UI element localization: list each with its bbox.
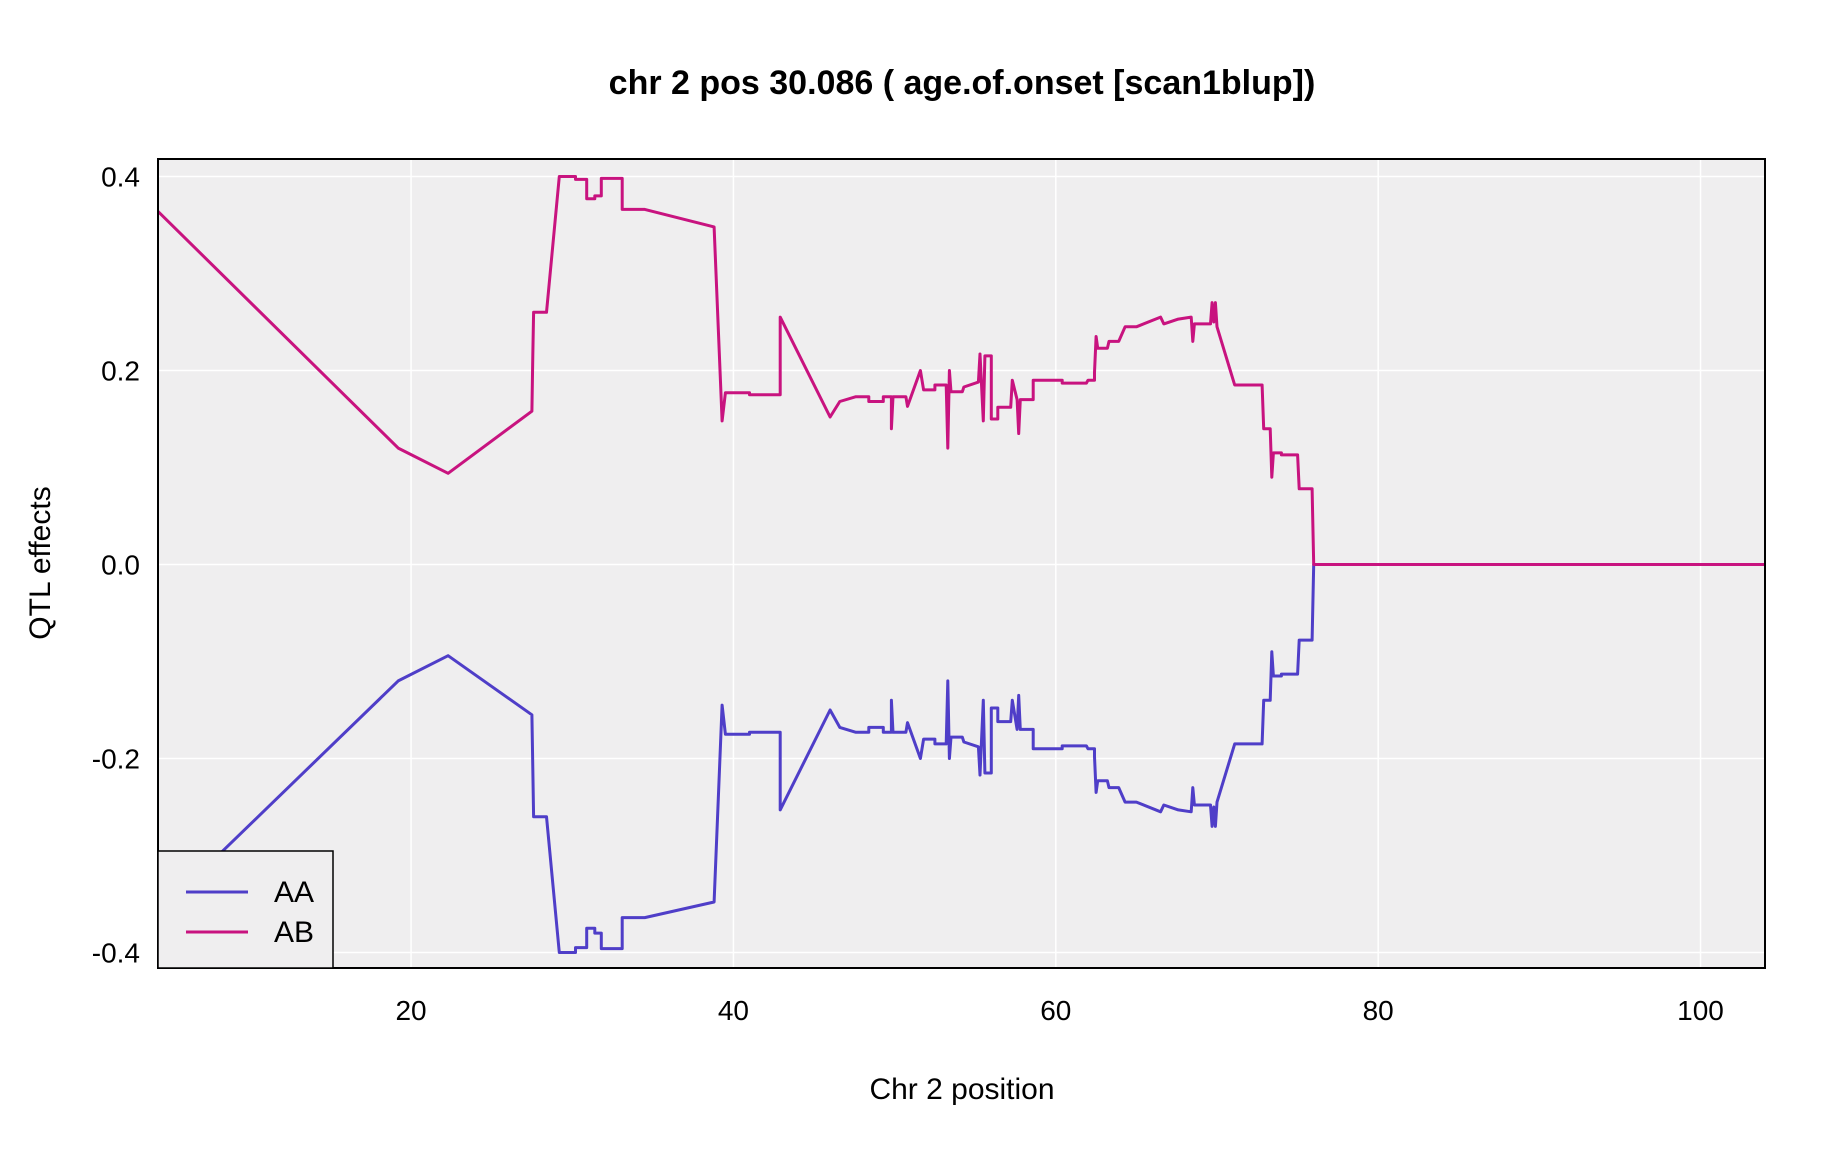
legend-box [157, 850, 334, 969]
y-tick-label: 0.4 [101, 161, 140, 192]
y-tick-label: 0.0 [101, 549, 140, 580]
y-axis-ticks: 0.4 0.2 0.0 -0.2 -0.4 [92, 161, 140, 968]
x-tick-label: 100 [1677, 995, 1724, 1026]
y-axis-label: QTL effects [24, 486, 57, 639]
x-axis-label: Chr 2 position [869, 1073, 1054, 1106]
x-tick-label: 40 [718, 995, 749, 1026]
legend-label-ab: AB [274, 916, 314, 949]
series-line-ab [158, 175, 1765, 566]
x-tick-label: 80 [1363, 995, 1394, 1026]
x-tick-label: 20 [395, 995, 426, 1026]
x-axis-ticks: 20 40 60 80 100 [395, 995, 1723, 1026]
x-tick-label: 60 [1040, 995, 1071, 1026]
grid-lines [158, 159, 1765, 968]
legend-label-aa: AA [274, 876, 314, 909]
y-tick-label: 0.2 [101, 355, 140, 386]
plot-frame [157, 158, 1766, 969]
series-line-aa [158, 563, 1765, 954]
series-layer [158, 175, 1765, 954]
legend: AA AB [157, 850, 334, 969]
y-tick-label: -0.4 [92, 937, 140, 968]
chart-title: chr 2 pos 30.086 ( age.of.onset [scan1bl… [609, 64, 1316, 102]
y-tick-label: -0.2 [92, 743, 140, 774]
